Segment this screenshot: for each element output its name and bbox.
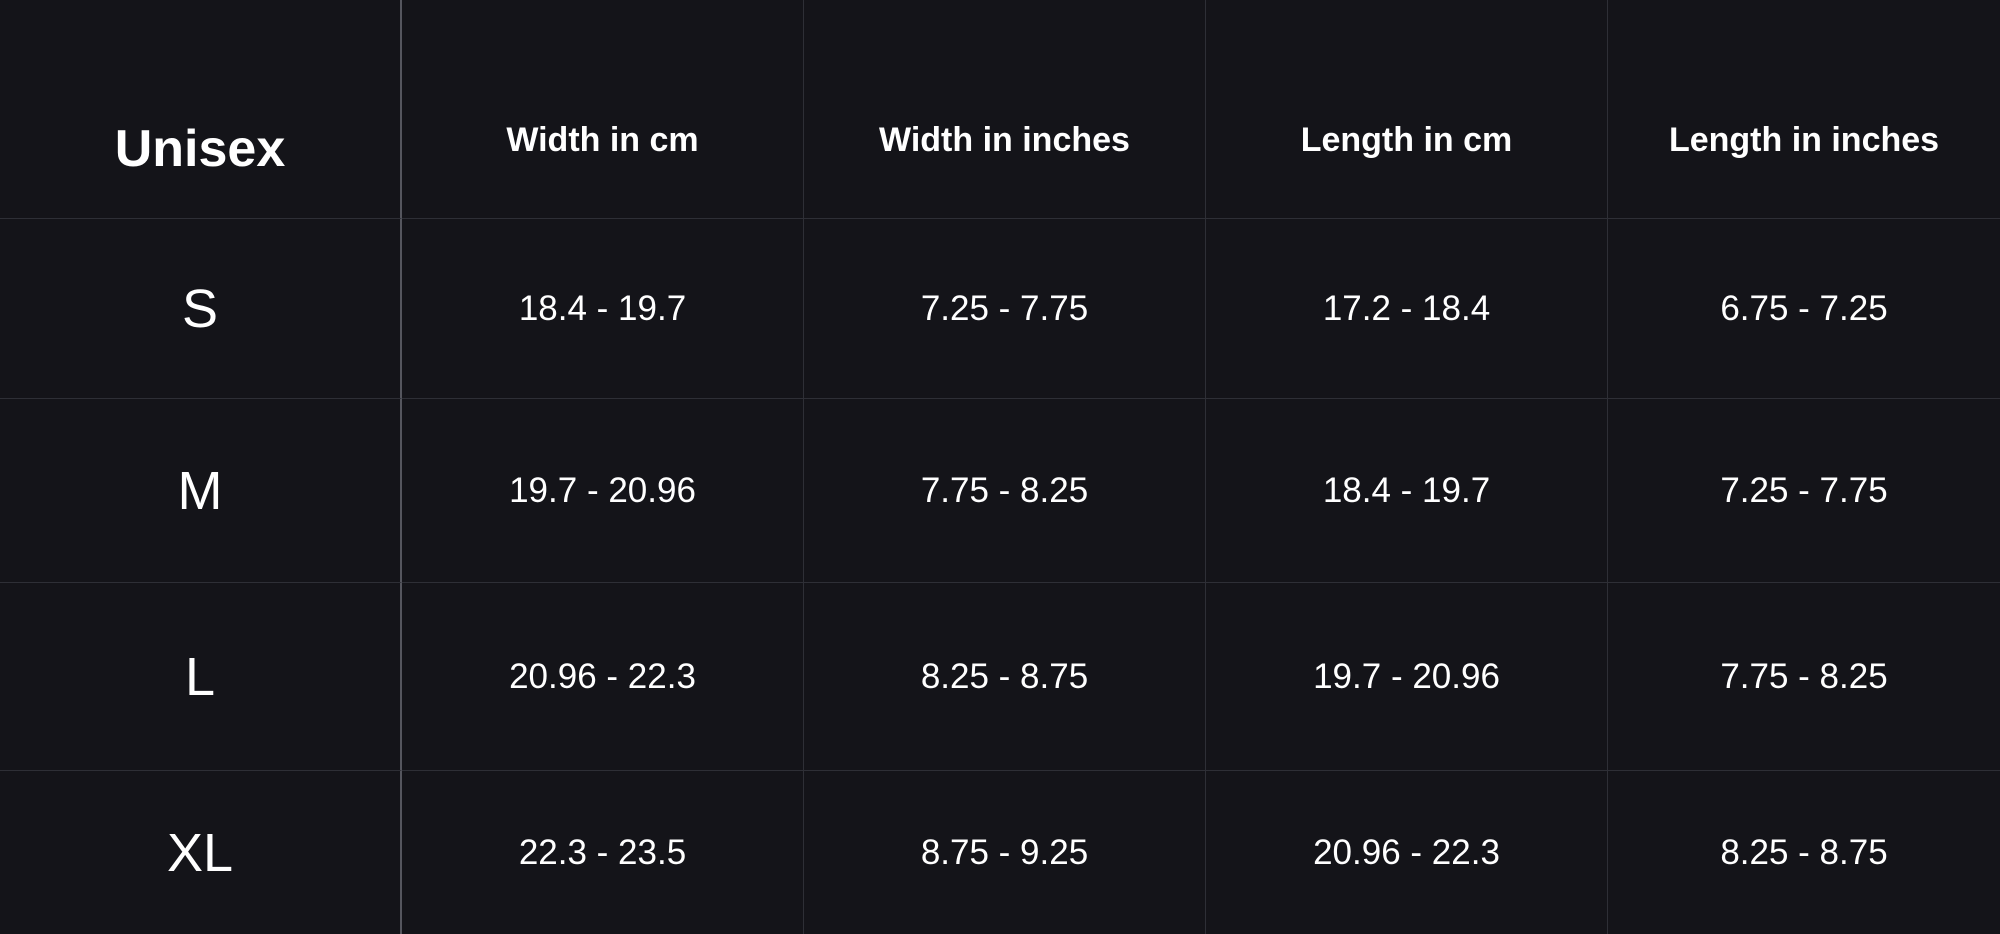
table-cell: 18.4 - 19.7 bbox=[1206, 399, 1608, 583]
table-cell: 7.25 - 7.75 bbox=[804, 219, 1206, 399]
column-header-length-inches: Length in inches bbox=[1608, 0, 2000, 219]
table-cell: 20.96 - 22.3 bbox=[1206, 771, 1608, 934]
table-cell: 7.75 - 8.25 bbox=[804, 399, 1206, 583]
column-header-width-cm: Width in cm bbox=[402, 0, 804, 219]
table-cell: 18.4 - 19.7 bbox=[402, 219, 804, 399]
column-header-width-inches: Width in inches bbox=[804, 0, 1206, 219]
table-cell: 6.75 - 7.25 bbox=[1608, 219, 2000, 399]
table-cell: 17.2 - 18.4 bbox=[1206, 219, 1608, 399]
table-cell: 8.25 - 8.75 bbox=[804, 583, 1206, 771]
row-size-label: L bbox=[0, 583, 402, 771]
column-header-length-cm: Length in cm bbox=[1206, 0, 1608, 219]
table-cell: 19.7 - 20.96 bbox=[402, 399, 804, 583]
table-cell: 7.25 - 7.75 bbox=[1608, 399, 2000, 583]
row-size-label: M bbox=[0, 399, 402, 583]
table-cell: 22.3 - 23.5 bbox=[402, 771, 804, 934]
table-cell: 8.25 - 8.75 bbox=[1720, 832, 1888, 872]
table-cell: 19.7 - 20.96 bbox=[1206, 583, 1608, 771]
table-cell: 8.75 - 9.25 bbox=[804, 771, 1206, 934]
row-size-label: XL bbox=[0, 771, 402, 934]
table-cell: 7.75 - 8.25 bbox=[1608, 583, 2000, 771]
table-corner-label: Unisex bbox=[0, 0, 402, 219]
row-size-label: S bbox=[0, 219, 402, 399]
table-cell: 20.96 - 22.3 bbox=[402, 583, 804, 771]
